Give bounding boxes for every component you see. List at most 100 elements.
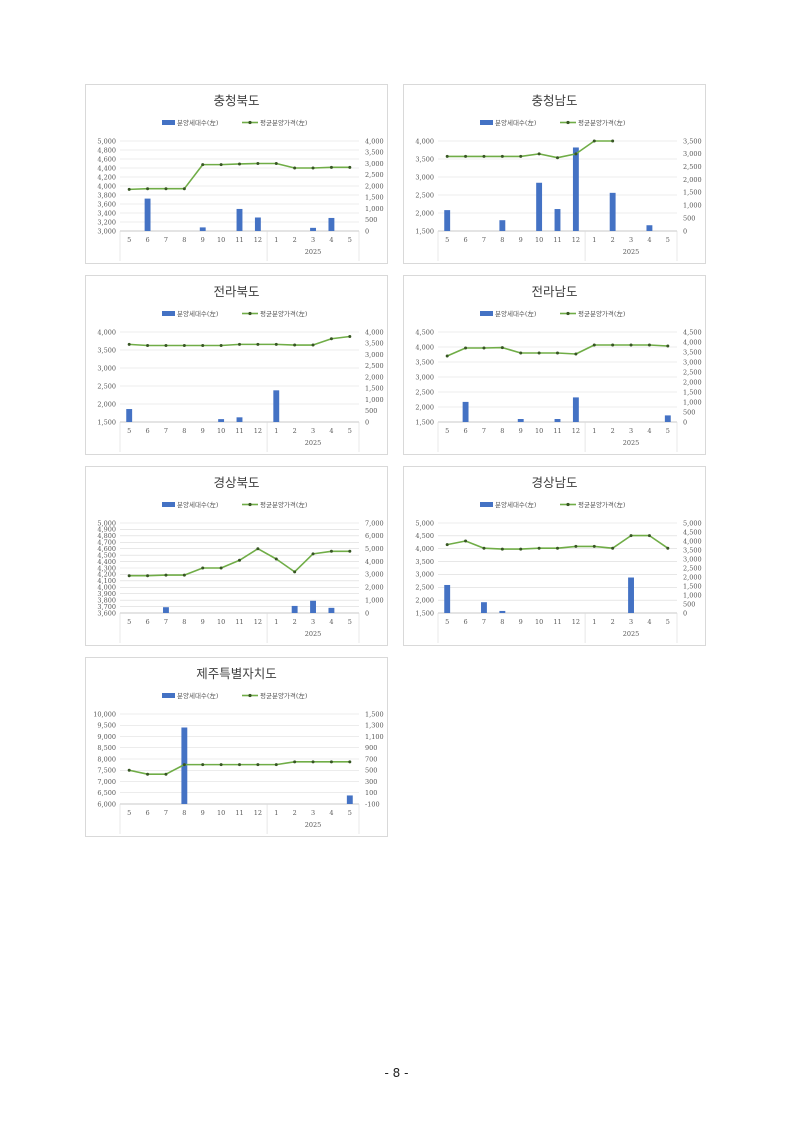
legend-line-label: 평균분양가격(左): [578, 118, 625, 127]
chart-panel-5: 경상북도 분양세대수(左) 평균분양가격(左) 3,600 3,700 3,800 3,90…: [85, 466, 388, 646]
legend-bar-label: 분양세대수(左): [495, 118, 536, 127]
bar: [628, 577, 634, 613]
left-axis-tick-label: 8,000: [97, 755, 116, 763]
line-point: [500, 547, 504, 551]
line-point: [611, 546, 615, 550]
legend-bar-swatch: [162, 311, 175, 316]
right-axis-tick-label: 1,500: [365, 710, 384, 718]
legend-bar-swatch: [480, 502, 493, 507]
line-point: [238, 763, 241, 767]
x-tick-label: 11: [553, 427, 561, 435]
legend-bar-label: 분양세대수(左): [495, 309, 536, 318]
bar: [536, 182, 543, 231]
left-axis-tick-label: 4,800: [97, 532, 116, 540]
left-axis-tick-label: 1,500: [97, 418, 116, 426]
bar: [517, 419, 524, 422]
right-axis-tick-label: 1,000: [683, 398, 702, 406]
line-point: [219, 163, 223, 167]
right-axis-tick-label: 1,500: [683, 189, 702, 197]
x-tick-label: 6: [464, 427, 468, 435]
x-tick-label: 2: [293, 236, 297, 244]
x-tick-label: 7: [482, 618, 486, 626]
bar: [646, 225, 653, 231]
right-axis-tick-label: 2,000: [365, 584, 384, 592]
right-axis-tick-label: 1,300: [365, 722, 384, 730]
bar: [199, 227, 206, 231]
left-axis-tick-label: 3,500: [415, 558, 434, 566]
line-point: [445, 354, 449, 358]
chart-legend: 분양세대수(左) 평균분양가격(左): [162, 309, 307, 318]
left-axis-tick-label: 4,500: [415, 328, 434, 336]
x-tick-label: 5: [127, 618, 131, 626]
x-tick-label: 9: [201, 236, 205, 244]
legend-bar-label: 분양세대수(左): [177, 118, 218, 127]
x-tick-label: 2: [611, 618, 615, 626]
left-axis-tick-label: 4,000: [97, 182, 116, 190]
line-point: [274, 342, 278, 346]
right-axis-tick-label: 0: [683, 418, 687, 426]
left-axis-tick-label: 4,400: [97, 558, 116, 566]
left-axis-tick-label: 10,000: [93, 710, 116, 718]
line-point: [238, 558, 241, 562]
line-point: [348, 165, 352, 169]
line-point: [146, 574, 150, 578]
bar: [328, 607, 335, 613]
right-axis-tick-label: 500: [683, 408, 695, 416]
legend-bar-swatch: [480, 311, 493, 316]
bar: [218, 419, 225, 422]
right-axis-tick-label: 100: [365, 789, 377, 797]
x-tick-label: 11: [235, 809, 243, 817]
line-point: [164, 772, 168, 776]
left-axis-tick-label: 3,500: [415, 155, 434, 163]
line-point: [238, 162, 241, 166]
right-axis-tick-label: 500: [365, 407, 377, 415]
bar: [291, 605, 298, 613]
x-tick-label: 9: [519, 427, 523, 435]
legend-line-label: 평균분양가격(左): [578, 500, 625, 509]
legend-line-marker: [566, 502, 570, 507]
right-axis-tick-label: 1,000: [683, 202, 702, 210]
x-year-label: 2025: [623, 630, 640, 638]
x-tick-label: 5: [666, 618, 670, 626]
left-axis-tick-label: 5,000: [415, 519, 434, 527]
x-tick-label: 8: [500, 427, 504, 435]
line-point: [127, 574, 131, 578]
right-axis-tick-label: -100: [365, 800, 380, 808]
chart-title: 전라남도: [531, 284, 577, 299]
legend-line-label: 평균분양가격(左): [260, 500, 307, 509]
legend-bar-swatch: [162, 120, 175, 125]
x-tick-label: 12: [254, 427, 262, 435]
left-axis-tick-label: 4,000: [415, 137, 434, 145]
x-tick-label: 3: [629, 427, 633, 435]
x-tick-label: 10: [217, 809, 225, 817]
line-point: [311, 166, 315, 170]
line-point: [182, 187, 186, 191]
x-tick-label: 1: [274, 236, 278, 244]
bar: [254, 217, 261, 231]
legend-bar-label: 분양세대수(左): [177, 691, 218, 700]
x-tick-label: 6: [146, 809, 150, 817]
x-tick-label: 3: [629, 236, 633, 244]
x-tick-label: 1: [274, 809, 278, 817]
bar: [346, 795, 353, 804]
line-point: [256, 342, 260, 346]
x-tick-label: 6: [464, 236, 468, 244]
x-tick-label: 5: [445, 618, 449, 626]
legend-line-label: 평균분양가격(左): [260, 691, 307, 700]
legend-bar-swatch: [162, 693, 175, 698]
x-tick-label: 1: [592, 236, 596, 244]
line-point: [311, 343, 315, 347]
left-axis-tick-label: 4,800: [97, 146, 116, 154]
right-axis-tick-label: 500: [683, 214, 695, 222]
right-axis-tick-label: 2,500: [683, 368, 702, 376]
line-point: [146, 772, 150, 776]
x-tick-label: 10: [535, 618, 543, 626]
left-axis-tick-label: 4,000: [97, 328, 116, 336]
x-tick-label: 11: [553, 618, 561, 626]
x-tick-label: 4: [329, 236, 333, 244]
x-tick-label: 1: [274, 427, 278, 435]
